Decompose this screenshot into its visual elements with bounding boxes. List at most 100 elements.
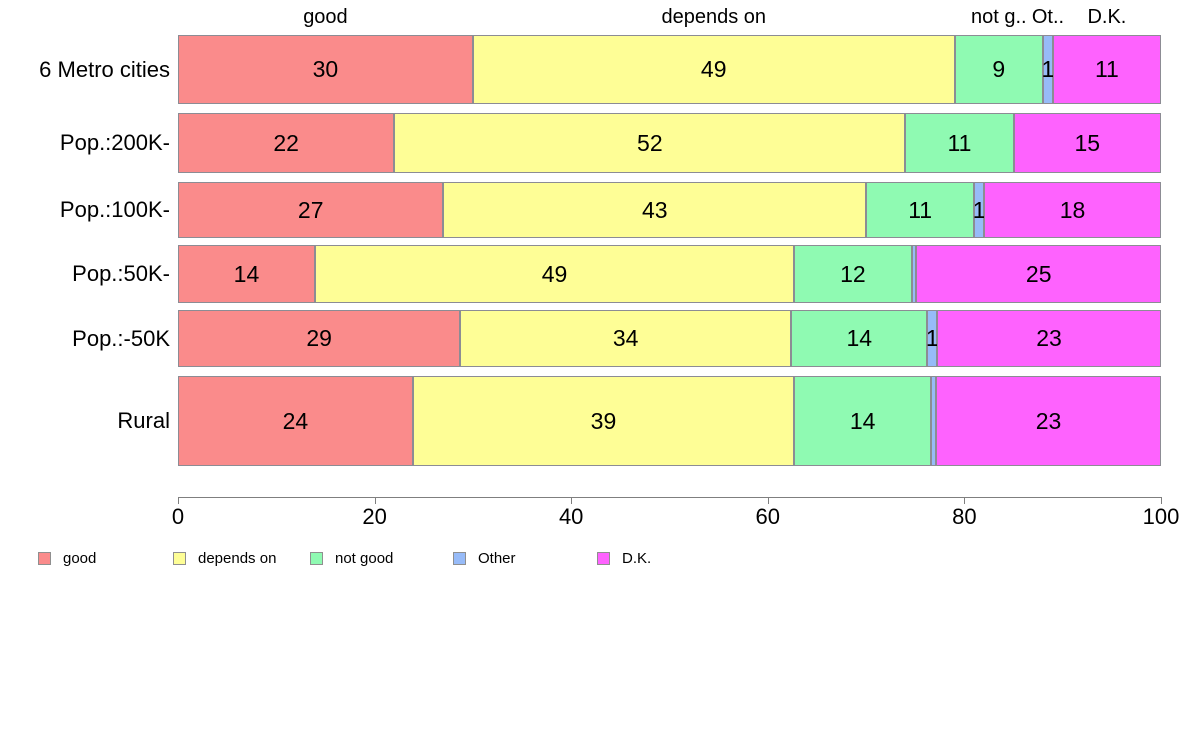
bar-segment-not-good: 14 <box>794 376 932 466</box>
bar-segment-depends-on: 34 <box>460 310 792 367</box>
bar-value-label: 11 <box>908 196 933 223</box>
legend-label: D.K. <box>622 549 652 567</box>
category-label: Rural <box>117 408 170 433</box>
category-label: Pop.:200K- <box>59 130 170 155</box>
legend-item-not-good: not good <box>310 549 394 567</box>
legend-label: depends on <box>198 549 277 567</box>
bar-value-label: 14 <box>233 260 260 287</box>
bar-segment-depends-on: 43 <box>443 182 867 238</box>
bar-value-label: 34 <box>612 325 639 351</box>
legend-swatch-not-good <box>310 551 323 565</box>
bar-value-label: 1 <box>925 325 939 351</box>
bar-value-label: 9 <box>992 56 1006 82</box>
x-axis-tick <box>767 497 769 504</box>
bar-segment-depends-on: 52 <box>394 113 906 173</box>
bar-segment-good: 30 <box>178 35 473 104</box>
bar-value-label: 43 <box>641 196 668 223</box>
bar-value-label: 22 <box>273 129 299 156</box>
bar-segment-good: 27 <box>178 182 444 238</box>
bar-segment-not-good: 12 <box>794 245 912 303</box>
x-axis-line <box>178 497 1162 498</box>
bar-segment-other: 1 <box>925 310 939 367</box>
bar-segment-good: 24 <box>178 376 413 466</box>
bar-value-label: 18 <box>1059 196 1086 223</box>
bar-value-label: 14 <box>846 325 873 351</box>
legend-item-good: good <box>38 549 97 567</box>
bar-segment-good: 22 <box>178 113 395 173</box>
plot-area: good depends on not g.. Ot.. D.K. 6 Metro ci… <box>39 0 1161 500</box>
bar-value-label: 12 <box>840 260 866 287</box>
bar-segment-good: 14 <box>178 245 315 303</box>
bar-value-label: 1 <box>972 196 986 223</box>
legend-item-d-k: D.K. <box>597 549 652 567</box>
bar-segment-depends-on: 39 <box>412 376 795 466</box>
column-header-ot: Ot.. <box>1031 6 1065 28</box>
bar-value-label: 27 <box>297 196 324 223</box>
legend-label: good <box>63 549 97 567</box>
legend-label: Other <box>478 549 516 567</box>
legend-label: not good <box>335 549 394 567</box>
bar-value-label: 49 <box>541 260 568 287</box>
x-axis-tick <box>178 497 179 504</box>
bar-segment-not-good: 11 <box>905 113 1014 173</box>
bar-value-label: 11 <box>947 129 972 156</box>
bar-row-6-metro-cities: 6 Metro cities 30 49 9 1 11 <box>39 35 1161 104</box>
x-axis-tick-label: 20 <box>362 504 387 529</box>
category-label: 6 Metro cities <box>39 56 170 82</box>
x-axis-tick <box>374 497 376 504</box>
bar-value-label: 29 <box>306 325 332 351</box>
x-axis-tick-label: 0 <box>171 504 185 529</box>
legend-swatch-d-k <box>597 551 610 565</box>
bar-segment-depends-on: 49 <box>472 35 955 104</box>
bar-segment-other: 1 <box>972 182 986 238</box>
legend-swatch-other <box>453 551 466 565</box>
bar-value-label: 25 <box>1025 260 1052 287</box>
column-header-good: good <box>303 6 348 28</box>
legend-swatch-good <box>38 551 51 565</box>
category-label: Pop.:100K- <box>59 197 170 222</box>
x-axis-tick-label: 40 <box>558 504 584 529</box>
column-header-depends-on: depends on <box>661 6 767 28</box>
category-label: Pop.:-50K <box>72 325 170 351</box>
bar-value-label: 1 <box>1041 56 1055 82</box>
bar-segment-not-good: 11 <box>866 182 975 238</box>
bar-value-label: 52 <box>637 129 663 156</box>
legend: good depends on not good Other D.K. <box>0 550 1188 570</box>
bar-segment-not-good: 14 <box>791 310 928 367</box>
bar-segment-other: 1 <box>1041 35 1055 104</box>
x-axis-tick-label: 60 <box>755 504 781 529</box>
bar-value-label: 39 <box>590 407 617 434</box>
bar-segment-d-k: 18 <box>984 182 1161 238</box>
legend-item-depends-on: depends on <box>173 549 277 567</box>
bar-segment-d-k: 25 <box>916 245 1161 303</box>
bar-segment-good: 29 <box>178 310 461 367</box>
bar-segment-d-k: 11 <box>1052 35 1161 104</box>
column-header-d-k: D.K. <box>1087 6 1127 28</box>
column-header-not-g: not g.. <box>970 6 1027 28</box>
x-axis-tick <box>571 497 573 504</box>
bar-value-label: 23 <box>1035 407 1062 434</box>
bar-segment-other <box>931 376 937 466</box>
x-axis-tick <box>1161 497 1162 504</box>
x-axis-tick <box>964 497 966 504</box>
legend-swatch-depends-on <box>173 551 186 565</box>
category-label: Pop.:50K- <box>72 261 170 286</box>
bar-segment-depends-on: 49 <box>314 245 795 303</box>
bar-row-pop-50k: Pop.:50K- 14 49 12 25 <box>72 245 1161 303</box>
legend-item-other: Other <box>453 549 516 567</box>
bar-value-label: 14 <box>849 407 876 434</box>
bar-segment-not-good: 9 <box>954 35 1044 104</box>
bar-segment-d-k: 23 <box>937 310 1161 367</box>
bar-segment-other <box>911 245 917 303</box>
bar-row-pop-200k: Pop.:200K- 22 52 11 15 <box>60 113 1161 173</box>
bar-value-label: 24 <box>282 407 309 434</box>
bar-row-rural: Rural 24 39 14 23 <box>117 376 1161 466</box>
x-axis-tick-label: 100 <box>1142 504 1180 529</box>
bar-value-label: 15 <box>1074 129 1101 156</box>
bar-row-pop-100k: Pop.:100K- 27 43 11 1 18 <box>60 182 1161 238</box>
bar-segment-d-k: 23 <box>936 376 1161 466</box>
bar-segment-d-k: 15 <box>1013 113 1161 173</box>
bar-value-label: 11 <box>1094 56 1119 82</box>
bar-value-label: 30 <box>312 56 339 82</box>
